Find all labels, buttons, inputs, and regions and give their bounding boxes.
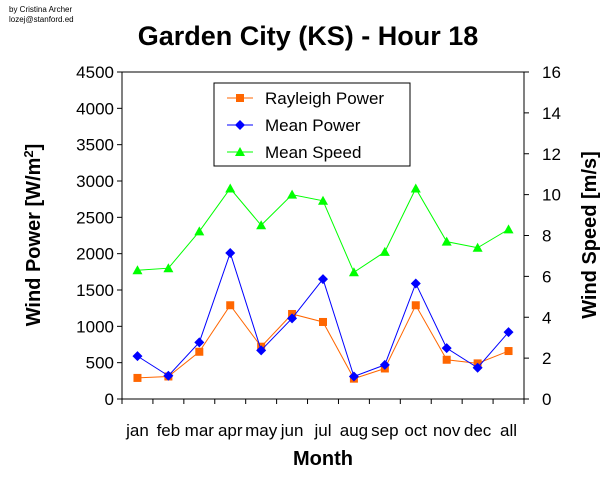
y-axis-label-right: Wind Speed [m/s] [579,151,601,319]
legend-marker-rayleigh-power [236,94,244,102]
point-mean-power-jun [287,313,298,324]
y-tick-label-left: 2000 [76,245,114,264]
y-tick-label-left: 2500 [76,208,114,227]
x-tick-label-oct: oct [404,421,427,440]
point-rayleigh-power-jan [133,373,142,382]
point-rayleigh-power-jul [319,317,327,326]
point-mean-speed-sep [379,246,390,256]
point-mean-power-dec [472,362,483,373]
point-mean-speed-aug [348,267,359,277]
x-tick-label-all: all [500,421,517,440]
legend-marker-mean-speed [235,147,245,156]
x-axis-label: Month [293,448,353,470]
legend-marker-mean-power [235,120,245,130]
y-tick-label-left: 3500 [76,136,114,155]
legend-label-mean-power: Mean Power [265,116,361,135]
point-mean-power-aug [348,371,359,382]
series-line-mean-power [137,251,509,378]
x-tick-label-sep: sep [371,421,398,440]
chart-title: Garden City (KS) - Hour 18 [138,21,479,51]
point-rayleigh-power-all [504,347,513,356]
point-mean-speed-nov [441,236,452,246]
y-tick-label-right: 8 [542,227,551,246]
y-tick-label-left: 0 [105,390,114,409]
series-mean-speed [132,183,514,277]
legend-label-rayleigh-power: Rayleigh Power [265,89,384,108]
point-mean-speed-feb [163,263,174,273]
y-tick-label-right: 4 [542,308,551,327]
point-mean-power-jan [132,351,143,362]
point-mean-power-apr [225,247,236,258]
y-tick-label-right: 10 [542,186,561,205]
point-mean-speed-dec [472,242,483,252]
point-rayleigh-power-mar [195,347,204,356]
point-mean-power-nov [441,343,452,354]
legend-label-mean-speed: Mean Speed [265,143,361,162]
y-tick-label-left: 500 [86,354,114,373]
point-mean-speed-oct [410,183,421,193]
point-mean-power-mar [194,337,205,348]
y-tick-label-right: 0 [542,390,551,409]
point-mean-power-all [503,327,514,338]
y-tick-label-right: 6 [542,267,551,286]
x-tick-label-feb: feb [157,421,181,440]
legend: Rayleigh Power Mean Power Mean Speed [213,82,411,167]
y-tick-label-right: 16 [542,63,561,82]
y-tick-label-right: 12 [542,145,561,164]
point-mean-speed-jul [318,195,328,205]
y-tick-label-left: 3000 [76,172,114,191]
x-tick-label-jan: jan [125,421,149,440]
series-mean-power [132,247,514,382]
y-tick-label-right: 14 [542,104,561,123]
point-mean-power-jul [318,274,328,285]
point-mean-power-may [256,345,267,356]
x-tick-label-jun: jun [280,421,304,440]
point-mean-speed-jun [287,189,298,199]
x-tick-label-jul: jul [313,421,331,440]
series-line-rayleigh-power [137,304,509,380]
credit-email: lozej@stanford.ed [9,15,74,24]
y-tick-label-left: 1000 [76,317,114,336]
point-rayleigh-power-apr [226,301,235,310]
x-tick-label-mar: mar [185,421,215,440]
y-tick-label-left: 4000 [76,99,114,118]
point-mean-speed-may [256,220,267,230]
point-mean-speed-apr [225,183,236,193]
credit-author: by Cristina Archer [9,5,73,14]
point-rayleigh-power-nov [442,355,451,364]
y-tick-label-left: 4500 [76,63,114,82]
point-mean-speed-jan [132,265,143,275]
x-tick-label-may: may [245,421,278,440]
y-tick-label-right: 2 [542,349,551,368]
y-tick-label-left: 1500 [76,281,114,300]
x-tick-label-dec: dec [464,421,492,440]
point-mean-power-oct [410,278,421,289]
series-rayleigh-power [133,301,513,383]
y-axis-label-left: Wind Power [W/m2] [21,144,46,327]
point-mean-speed-mar [194,226,205,236]
point-rayleigh-power-oct [411,301,420,310]
x-tick-label-apr: apr [218,421,243,440]
x-tick-label-nov: nov [433,421,461,440]
point-mean-power-sep [379,359,390,370]
x-tick-label-aug: aug [340,421,368,440]
point-mean-power-feb [163,370,174,381]
point-mean-speed-all [503,224,514,234]
